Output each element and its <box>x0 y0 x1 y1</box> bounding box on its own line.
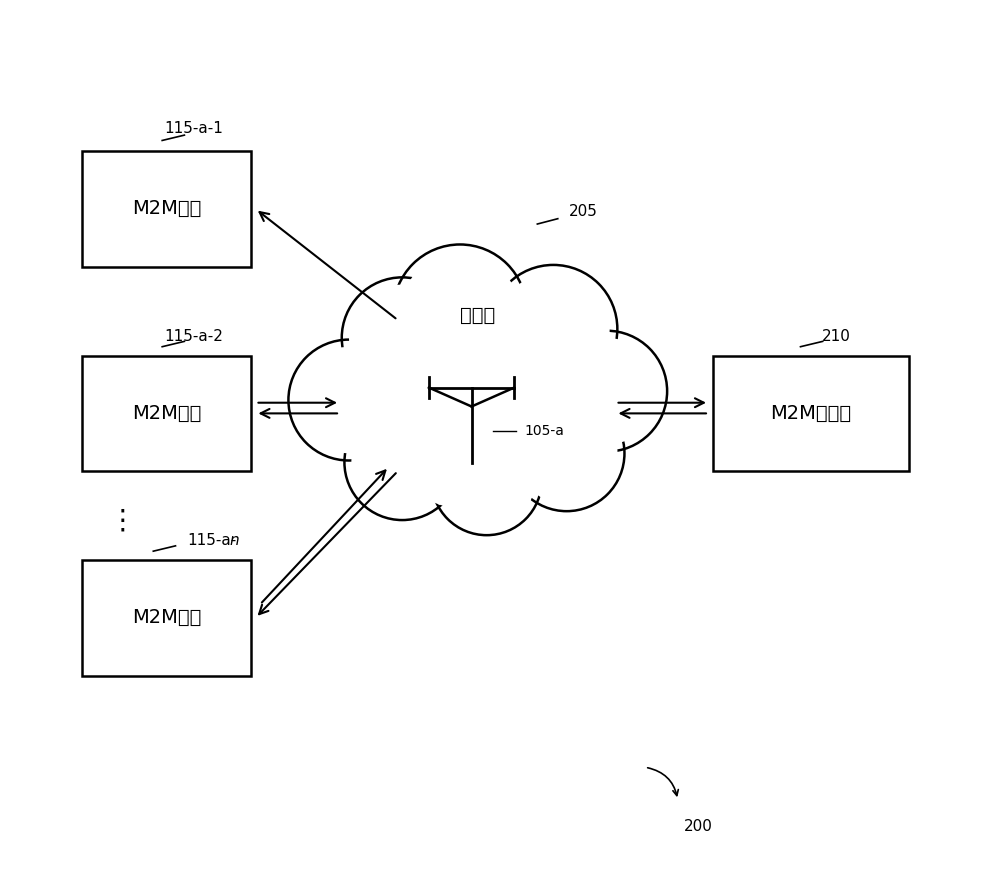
Circle shape <box>546 331 667 452</box>
Text: 200: 200 <box>684 820 713 834</box>
Text: 105-a: 105-a <box>525 424 565 438</box>
Circle shape <box>509 396 624 511</box>
Text: 210: 210 <box>822 329 850 343</box>
Circle shape <box>438 431 535 529</box>
Circle shape <box>351 412 453 513</box>
Bar <box>82 356 251 471</box>
Text: 115-a-1: 115-a-1 <box>164 122 223 136</box>
Text: 115-a-2: 115-a-2 <box>164 329 223 343</box>
Circle shape <box>288 340 409 461</box>
Text: M2M服务器: M2M服务器 <box>771 404 852 423</box>
Text: 205: 205 <box>569 204 598 219</box>
Bar <box>82 151 251 267</box>
Text: n: n <box>230 533 239 548</box>
Circle shape <box>432 425 542 535</box>
Text: 广域网: 广域网 <box>460 306 495 325</box>
Text: M2M设备: M2M设备 <box>132 608 201 628</box>
Circle shape <box>401 252 519 370</box>
Circle shape <box>497 273 610 385</box>
Circle shape <box>371 289 584 502</box>
Text: 115-a-: 115-a- <box>187 533 236 548</box>
FancyArrowPatch shape <box>648 768 678 796</box>
Text: M2M设备: M2M设备 <box>132 199 201 219</box>
Circle shape <box>553 338 660 444</box>
Circle shape <box>489 265 617 393</box>
Circle shape <box>362 280 593 511</box>
Text: M2M设备: M2M设备 <box>132 404 201 423</box>
Circle shape <box>393 244 527 378</box>
Circle shape <box>516 403 618 504</box>
Text: ⋮: ⋮ <box>108 506 136 534</box>
Circle shape <box>349 284 455 391</box>
Bar <box>82 560 251 676</box>
Circle shape <box>296 347 402 453</box>
Circle shape <box>344 404 460 520</box>
Circle shape <box>342 277 463 398</box>
Bar <box>713 356 909 471</box>
